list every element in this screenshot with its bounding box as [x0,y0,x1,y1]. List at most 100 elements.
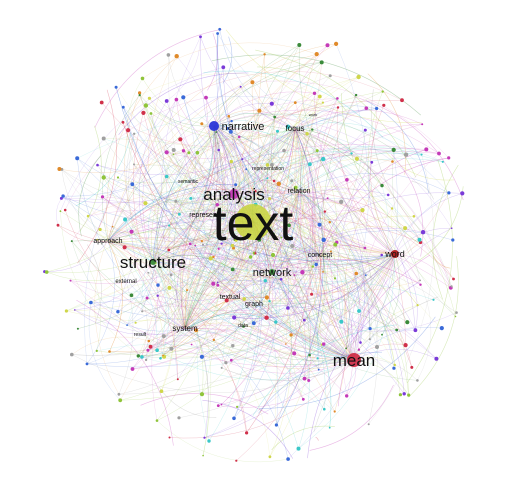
minor-node [354,93,358,97]
edge [222,36,233,84]
edge [107,240,188,291]
edge [46,125,215,273]
edge [184,328,233,346]
node-word[interactable] [391,250,399,258]
minor-node [416,379,419,382]
edge [152,255,233,270]
edge [231,121,300,192]
minor-node [232,416,236,421]
minor-node [321,156,326,162]
edge [124,219,355,361]
edge [74,307,289,336]
edge [171,253,396,294]
edge [294,127,383,186]
edge [131,231,222,250]
minor-node [329,250,332,253]
minor-node [156,283,160,287]
edge [215,131,300,192]
minor-node [224,361,228,365]
minor-node [380,253,384,257]
edge [55,198,62,226]
minor-node [293,185,298,190]
edge [235,240,355,361]
minor-node [228,129,233,134]
minor-node [121,120,125,124]
edge [123,107,321,256]
minor-node [96,238,99,241]
edge [259,239,396,265]
edge [250,190,300,258]
minor-node [293,101,297,104]
minor-node [237,135,241,139]
edge [287,102,324,370]
edge [141,107,339,357]
edge [233,193,271,318]
edge [71,240,102,351]
edge [87,215,154,263]
edge [213,81,253,127]
edge [145,193,235,211]
node-mean[interactable] [347,353,361,367]
edge [141,150,285,312]
edge [294,127,326,295]
minor-node [419,283,422,286]
edge [319,149,427,256]
minor-node [264,315,269,320]
edge [107,240,179,380]
minor-node [234,238,238,242]
edge [152,199,219,263]
edge [271,259,421,285]
edge [138,274,366,359]
edge [417,284,432,381]
edge [243,130,366,327]
edge [61,169,109,242]
edge [101,94,140,242]
minor-node [169,273,173,277]
edge [255,95,357,192]
edge [96,343,325,410]
edge [184,211,325,330]
edge [307,98,338,256]
node-structure[interactable] [150,259,156,265]
minor-node [311,265,314,268]
minor-node [254,190,257,193]
node-analysis[interactable] [229,189,239,199]
minor-node [319,60,324,65]
node-narrative[interactable] [209,121,219,131]
edge [184,107,367,330]
minor-node [317,222,322,227]
edge [298,173,450,194]
minor-node [145,296,149,300]
edge [201,190,300,358]
edge [139,95,321,256]
edge [120,251,331,401]
minor-node [302,318,306,322]
minor-node [229,358,233,362]
edge [271,179,348,273]
minor-node [168,436,171,439]
edge [66,254,321,322]
edge [205,95,450,194]
edge [84,97,184,364]
edge [298,253,396,449]
edge [184,256,214,330]
edge [173,149,321,256]
edge [147,253,396,312]
edge [117,125,215,312]
edge [107,240,123,352]
edge [103,138,270,302]
minor-node [167,248,171,252]
edge [191,344,355,374]
edge [294,127,314,276]
edge [259,239,324,273]
minor-node [133,132,136,135]
edge [294,187,321,256]
edge [117,158,243,312]
node-text[interactable] [235,204,271,240]
minor-node [181,95,186,100]
node-network[interactable] [269,269,275,275]
minor-node [360,208,365,213]
minor-node [100,195,105,199]
edge [180,139,396,255]
edge [309,384,394,451]
